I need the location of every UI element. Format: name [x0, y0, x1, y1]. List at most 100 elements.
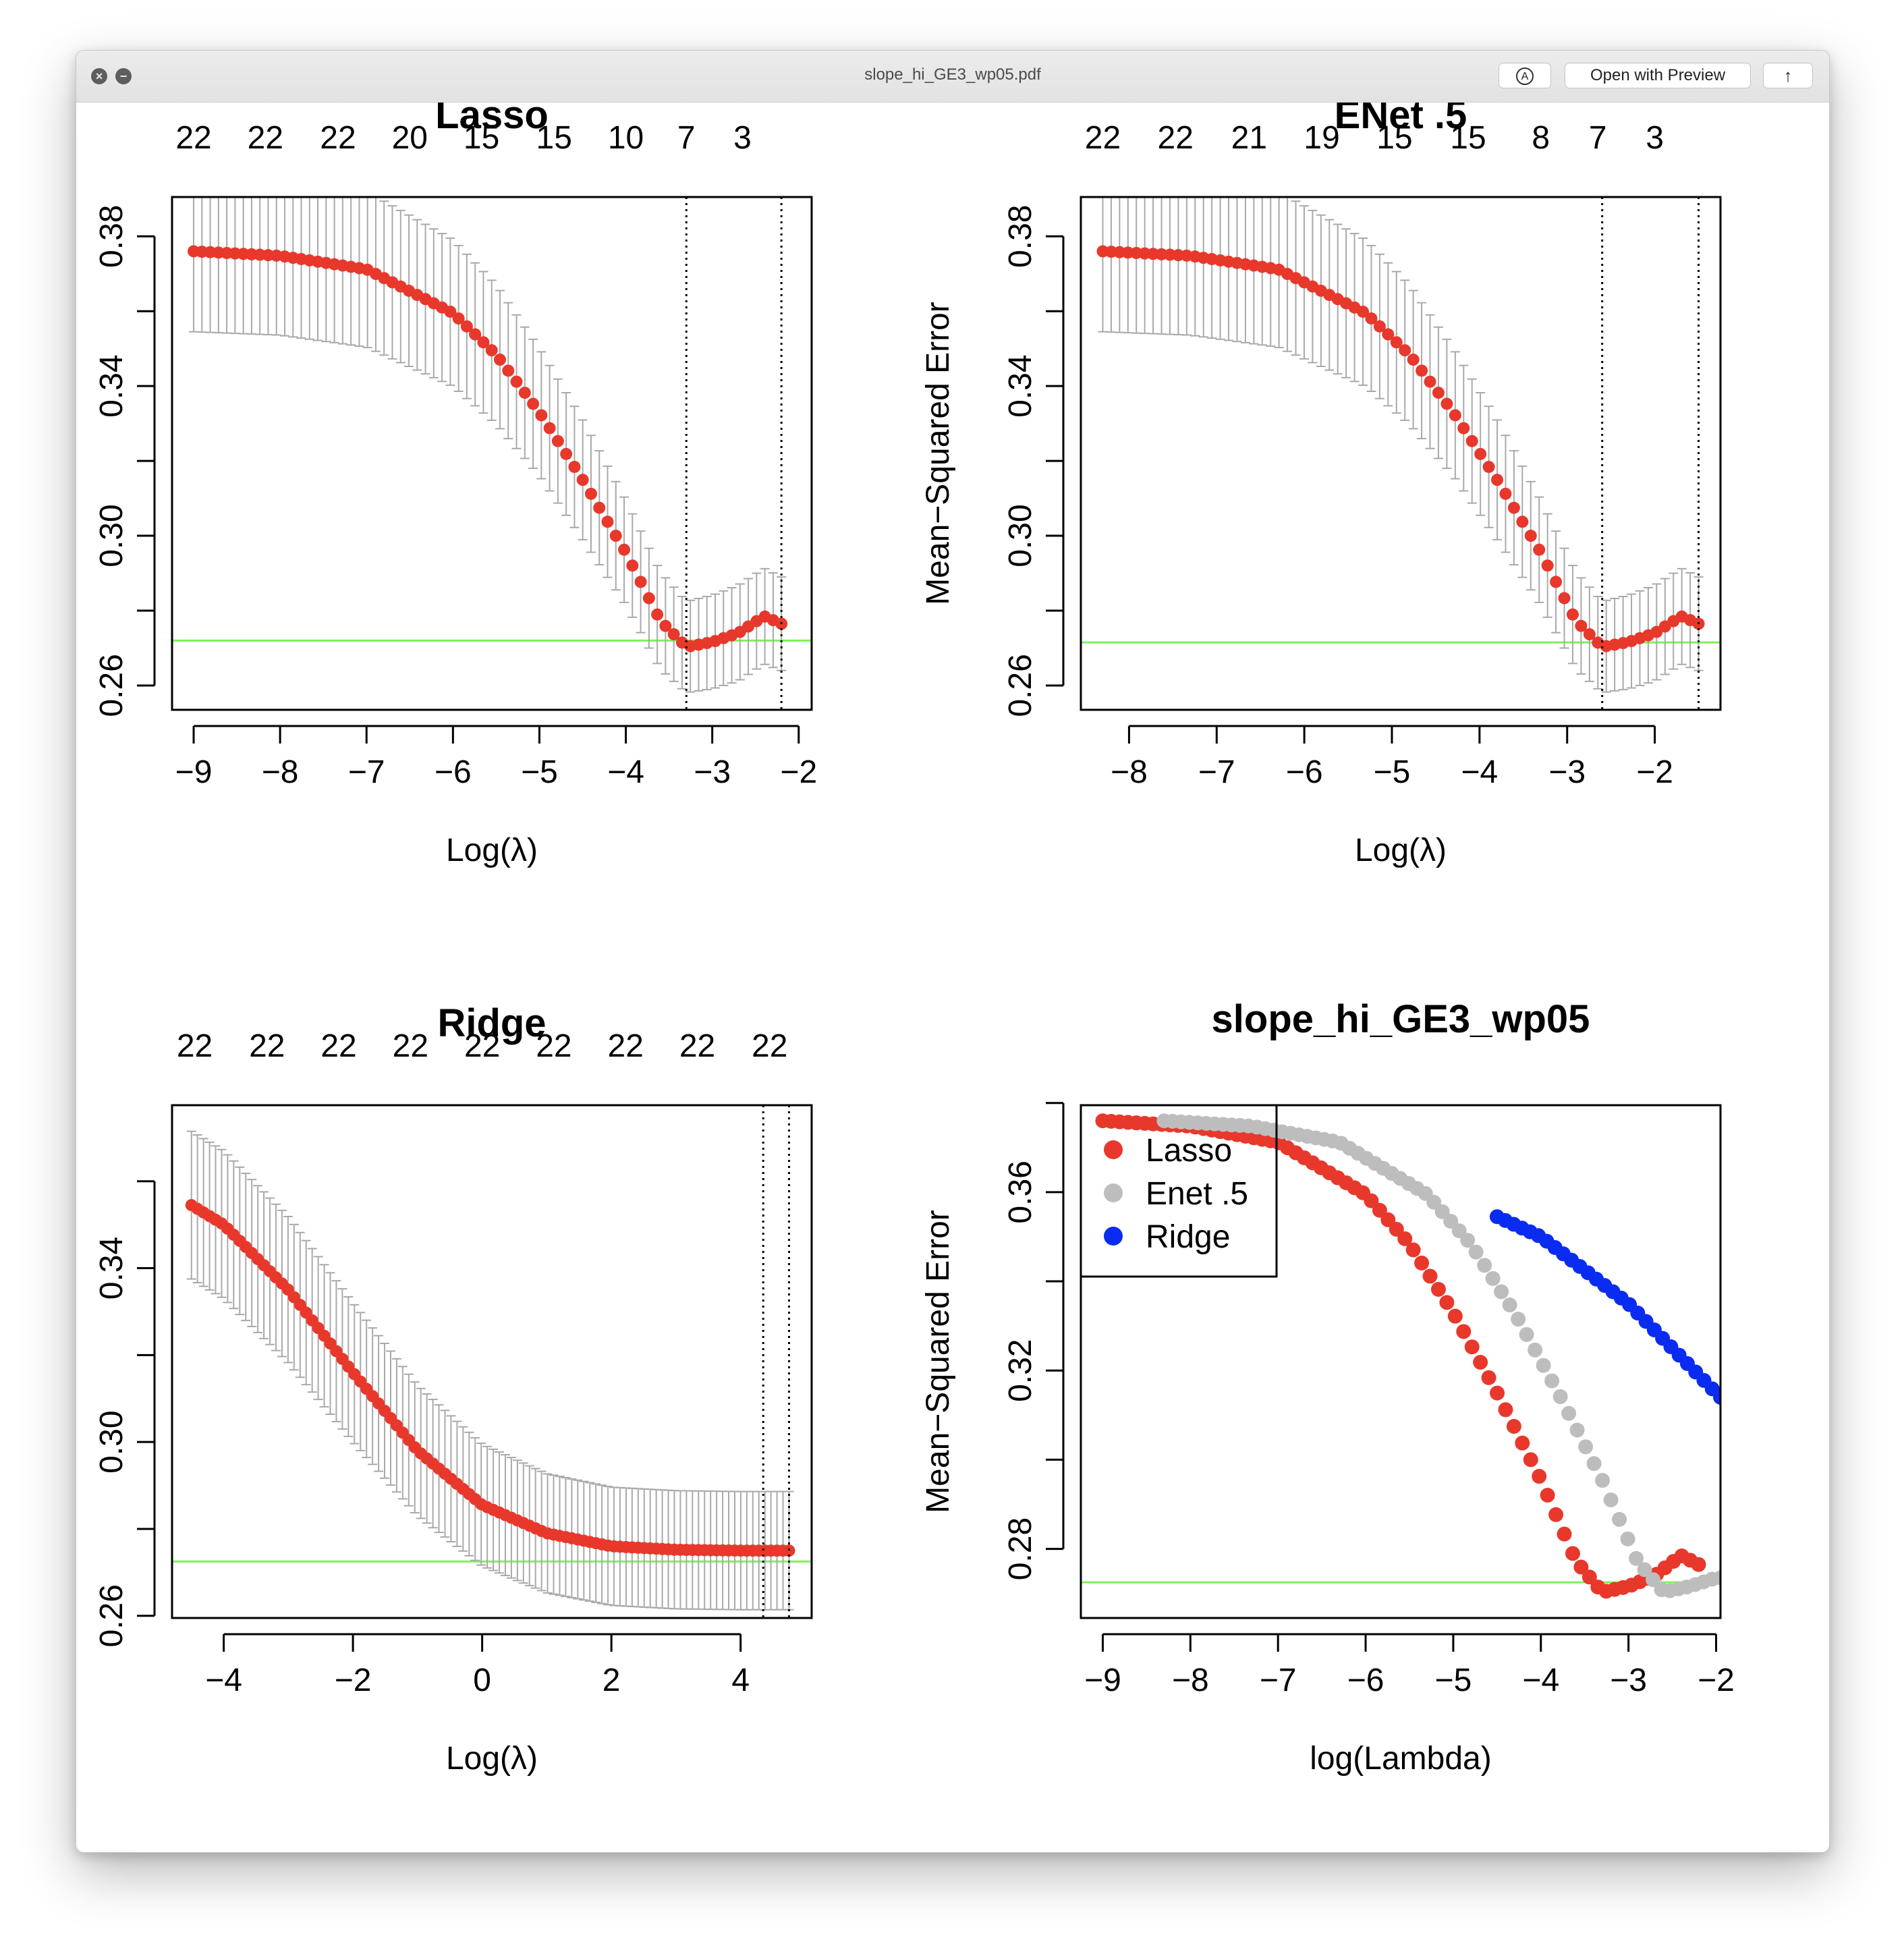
- cv-point: [469, 328, 482, 341]
- cv-point: [1465, 435, 1478, 447]
- x-tick-label: 0: [473, 1663, 491, 1698]
- cv-point: [1566, 608, 1579, 621]
- cv-point: [1499, 487, 1512, 500]
- cv-point: [618, 543, 631, 556]
- top-axis-label: 22: [175, 120, 211, 156]
- share-button[interactable]: ↑: [1763, 63, 1813, 88]
- x-tick-label: −5: [521, 754, 558, 790]
- y-tick-label: 0.34: [94, 354, 130, 417]
- y-tick-label: 0.30: [94, 1410, 130, 1473]
- lasso-panel: −9−8−7−6−5−4−3−20.260.300.340.38Log(λ)Me…: [94, 93, 817, 868]
- x-tick-label: −4: [205, 1663, 242, 1698]
- x-axis-title: log(Lambda): [1310, 1741, 1491, 1777]
- cv-point: [527, 397, 540, 410]
- chart-legend: Lasso Enet .5 Ridge: [1080, 1104, 1278, 1278]
- cv-point: [1373, 320, 1386, 333]
- minimize-icon[interactable]: −: [115, 68, 132, 84]
- y-tick-label: 0.32: [1003, 1339, 1038, 1402]
- top-axis-label: 22: [1085, 120, 1121, 156]
- enet-panel: −8 −7 −6 −5 −4 −3 −2 0.26 0.30 0.34 0.38 Log(λ) Mean…: [920, 93, 1722, 868]
- x-tick-label: 4: [731, 1663, 750, 1698]
- lasso-point: [1573, 1559, 1589, 1575]
- top-axis-label: 10: [608, 120, 644, 156]
- enet-5-point: [1434, 1204, 1450, 1219]
- share-icon: ↑: [1783, 65, 1793, 86]
- top-axis-label: 22: [679, 1028, 715, 1064]
- x-tick-label: −3: [694, 754, 731, 790]
- lasso-point: [1414, 1255, 1430, 1271]
- cv-point: [502, 364, 515, 377]
- lasso-point: [1557, 1526, 1572, 1542]
- y-tick-label: 0.36: [1003, 1161, 1038, 1223]
- lasso-point: [1523, 1452, 1538, 1468]
- lasso-point: [1372, 1202, 1387, 1218]
- enet-5-point: [1561, 1405, 1577, 1421]
- cv-point: [659, 619, 672, 632]
- y-tick-label: 0.30: [1003, 504, 1038, 567]
- plot-frame: [171, 196, 813, 711]
- cv-point: [1541, 559, 1554, 572]
- lasso-point: [1456, 1324, 1472, 1339]
- x-axis-title: Log(λ): [446, 833, 538, 868]
- enet-5-point: [1494, 1284, 1509, 1300]
- cv-point: [651, 608, 664, 621]
- cv-point: [634, 576, 647, 588]
- top-axis-label: 22: [249, 1028, 285, 1064]
- cv-point: [1449, 409, 1461, 422]
- legend-marker: [1104, 1140, 1123, 1159]
- cv-point: [576, 474, 589, 486]
- top-axis-label: 15: [536, 120, 572, 156]
- enet-5-point: [1460, 1233, 1476, 1248]
- cv-point: [452, 312, 465, 325]
- x-tick-label: −8: [1111, 754, 1148, 790]
- cv-point: [1365, 312, 1378, 325]
- lasso-point: [1439, 1295, 1455, 1310]
- top-axis-label: 3: [1646, 120, 1664, 156]
- x-tick-label: −2: [335, 1663, 372, 1698]
- enet-5-point: [1528, 1342, 1543, 1358]
- lasso-point: [1397, 1231, 1413, 1246]
- legend-marker: [1104, 1183, 1123, 1202]
- enet-5-point: [1519, 1327, 1534, 1342]
- chart-title: Lasso: [435, 103, 549, 137]
- x-tick-label: −6: [435, 754, 472, 790]
- x-tick-label: −2: [1636, 754, 1673, 790]
- open-with-preview-button[interactable]: Open with Preview: [1565, 63, 1751, 88]
- top-axis-label: 21: [1231, 120, 1267, 156]
- x-tick-label: −5: [1435, 1663, 1472, 1698]
- legend-label: Ridge: [1146, 1219, 1230, 1255]
- top-axis-label: 22: [536, 1028, 571, 1064]
- cv-point: [444, 305, 457, 318]
- cv-point: [1533, 543, 1546, 556]
- y-tick-label: 0.26: [94, 1584, 130, 1647]
- y-axis-title: Mean−Squared Error: [920, 1210, 956, 1513]
- top-axis-label: 8: [1532, 120, 1550, 156]
- markup-button[interactable]: A: [1499, 63, 1551, 88]
- preview-window: × − slope_hi_GE3_wp05.pdf A Open with Pr…: [76, 50, 1830, 1853]
- cv-point: [1507, 501, 1520, 514]
- close-icon[interactable]: ×: [91, 68, 107, 84]
- enet-5-point: [1620, 1531, 1635, 1546]
- cv-point: [1516, 515, 1529, 528]
- lasso-point: [1540, 1488, 1555, 1503]
- cv-point: [1482, 460, 1495, 473]
- y-tick-label: 0.30: [94, 504, 130, 567]
- enet-5-point: [1569, 1422, 1585, 1438]
- enet-5-point: [1511, 1312, 1526, 1327]
- cv-point: [1583, 628, 1596, 641]
- charts-canvas: −9 −8 −7 −6 −5 −4 −3 −2 0.26 0.30 0.34 0.38 Log(λ) Me…: [94, 93, 1735, 1777]
- legend-box: [1080, 1104, 1278, 1278]
- lasso-point: [1430, 1281, 1446, 1297]
- lasso-point: [1548, 1507, 1564, 1522]
- cv-point: [1575, 619, 1588, 632]
- cv-point: [1399, 344, 1411, 357]
- cv-point: [667, 628, 680, 641]
- top-axis-label: 22: [177, 1028, 213, 1064]
- enet-5-point: [1443, 1213, 1459, 1229]
- x-tick-label: −6: [1286, 754, 1323, 790]
- lasso-point: [1565, 1546, 1580, 1561]
- cv-point: [584, 487, 597, 500]
- y-tick-label: 0.38: [1003, 205, 1038, 268]
- legend-label: Lasso: [1146, 1133, 1232, 1169]
- lasso-point: [1506, 1418, 1521, 1434]
